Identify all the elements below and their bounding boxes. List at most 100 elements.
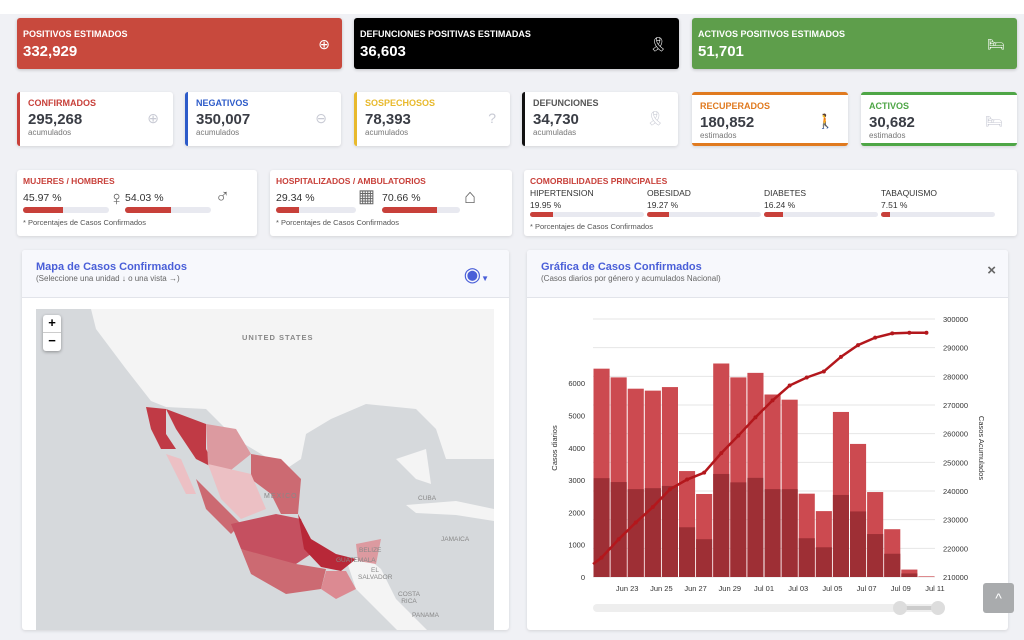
bar-dark[interactable] bbox=[850, 511, 867, 577]
stat-card-value: 350,007 bbox=[196, 111, 251, 128]
minus-circle-icon: ⊖ bbox=[315, 110, 327, 126]
cumulative-point[interactable] bbox=[821, 369, 826, 374]
state-chiapas bbox=[321, 571, 356, 599]
y2-tick-label: 290000 bbox=[943, 344, 968, 353]
top-card-title: DEFUNCIONES POSITIVAS ESTIMADAS bbox=[360, 29, 531, 39]
hospitalized-percent: 29.34 % bbox=[276, 192, 315, 204]
cumulative-point[interactable] bbox=[685, 477, 690, 482]
map-title: Mapa de Casos Confirmados bbox=[36, 261, 187, 273]
florida-land bbox=[396, 449, 431, 484]
top-card-value: 51,701 bbox=[698, 43, 744, 60]
comorbidities-card: COMORBILIDADES PRINCIPALES HIPERTENSION … bbox=[524, 170, 1017, 236]
bar-total[interactable] bbox=[918, 576, 935, 577]
comorbidity-value: 7.51 % bbox=[881, 200, 908, 210]
comorbidity-bar bbox=[530, 212, 644, 217]
cumulative-point[interactable] bbox=[667, 487, 672, 492]
cumulative-point[interactable] bbox=[873, 335, 878, 340]
bar-dark[interactable] bbox=[764, 489, 781, 577]
cumulative-point[interactable] bbox=[838, 354, 843, 359]
bar-dark[interactable] bbox=[832, 494, 849, 577]
hospitalized-bar bbox=[276, 207, 356, 213]
bar-dark[interactable] bbox=[798, 538, 815, 577]
cumulative-point[interactable] bbox=[804, 375, 809, 380]
cumulative-point[interactable] bbox=[736, 433, 741, 438]
label-panama: PANAMA bbox=[412, 612, 439, 619]
bar-dark[interactable] bbox=[747, 477, 764, 577]
top-card-title: POSITIVOS ESTIMADOS bbox=[23, 29, 128, 39]
cumulative-point[interactable] bbox=[856, 343, 861, 348]
zoom-control: + − bbox=[43, 315, 61, 351]
label-belize: BELIZE bbox=[359, 547, 382, 554]
label-mexico: MEXICO bbox=[264, 493, 298, 500]
cumulative-point[interactable] bbox=[599, 555, 604, 560]
close-button[interactable]: × bbox=[987, 262, 996, 279]
chevron-up-icon: ^ bbox=[995, 590, 1002, 606]
state-sonora bbox=[166, 409, 216, 469]
x-tick-label: Jul 03 bbox=[788, 584, 808, 593]
caret-down-icon: ▼ bbox=[481, 274, 489, 283]
y2-tick-label: 250000 bbox=[943, 458, 968, 467]
range-slider-track[interactable] bbox=[593, 604, 945, 612]
stat-card-title: CONFIRMADOS bbox=[28, 98, 96, 108]
bed-icon: 🛏 bbox=[985, 113, 1003, 129]
bar-total[interactable] bbox=[901, 569, 918, 577]
bar-dark[interactable] bbox=[610, 482, 627, 577]
cumulative-point[interactable] bbox=[924, 330, 929, 335]
y2-tick-label: 230000 bbox=[943, 516, 968, 525]
range-slider-selection[interactable] bbox=[900, 606, 940, 610]
cumulative-point[interactable] bbox=[719, 451, 724, 456]
stat-card-subtitle: estimados bbox=[700, 131, 737, 140]
cumulative-point[interactable] bbox=[890, 331, 895, 336]
eye-icon: ◉ bbox=[463, 264, 482, 286]
bar-dark[interactable] bbox=[884, 553, 901, 577]
comorbidity-label: TABAQUISMO bbox=[881, 188, 938, 198]
stat-card: CONFIRMADOS 295,268 acumulados ⊕ bbox=[17, 92, 173, 146]
scroll-to-top-button[interactable]: ^ bbox=[983, 583, 1014, 613]
y2-tick-label: 260000 bbox=[943, 430, 968, 439]
bar-dark[interactable] bbox=[679, 527, 696, 577]
y2-tick-label: 220000 bbox=[943, 544, 968, 553]
cuba-land bbox=[406, 501, 494, 521]
y2-tick-label: 210000 bbox=[943, 573, 968, 582]
bar-dark[interactable] bbox=[696, 539, 713, 577]
cumulative-point[interactable] bbox=[650, 505, 655, 510]
cumulative-point[interactable] bbox=[633, 520, 638, 525]
view-selector-button[interactable]: ◉▼ bbox=[464, 262, 489, 287]
stat-card-title: NEGATIVOS bbox=[196, 98, 249, 108]
x-tick-label: Jun 23 bbox=[616, 584, 639, 593]
plus-circle-icon: ⊕ bbox=[147, 110, 159, 126]
chart-panel-header: Gráfica de Casos Confirmados (Casos diar… bbox=[527, 250, 1008, 298]
cumulative-point[interactable] bbox=[753, 415, 758, 420]
bar-dark[interactable] bbox=[627, 489, 644, 577]
range-slider-handle-right[interactable] bbox=[931, 601, 945, 615]
women-percent: 45.97 % bbox=[23, 192, 62, 204]
state-veracruz-tabasco bbox=[298, 514, 356, 571]
bar-dark[interactable] bbox=[713, 473, 730, 577]
footnote: * Porcentajes de Casos Confirmados bbox=[276, 218, 399, 227]
cumulative-point[interactable] bbox=[770, 398, 775, 403]
x-tick-label: Jul 11 bbox=[925, 584, 944, 593]
cumulative-point[interactable] bbox=[787, 383, 792, 388]
y-axis-label: Casos diarios bbox=[550, 425, 559, 471]
comorbidity-value: 16.24 % bbox=[764, 200, 796, 210]
top-card-value: 36,603 bbox=[360, 43, 406, 60]
bar-dark[interactable] bbox=[781, 489, 798, 577]
bar-dark[interactable] bbox=[661, 485, 678, 577]
y-tick-label: 4000 bbox=[568, 444, 585, 453]
zoom-out-button[interactable]: − bbox=[48, 333, 56, 348]
bar-dark[interactable] bbox=[867, 534, 884, 577]
bar-dark[interactable] bbox=[901, 573, 918, 577]
stat-card-subtitle: acumulados bbox=[28, 128, 72, 137]
map[interactable]: UNITED STATES MEXICO CUBA JAMAICA BELIZE… bbox=[36, 309, 494, 630]
cumulative-point[interactable] bbox=[616, 537, 621, 542]
bar-dark[interactable] bbox=[730, 482, 747, 577]
cumulative-point[interactable] bbox=[702, 470, 707, 475]
zoom-in-button[interactable]: + bbox=[43, 315, 61, 333]
map-panel-header: Mapa de Casos Confirmados (Seleccione un… bbox=[22, 250, 509, 298]
cumulative-point[interactable] bbox=[907, 330, 912, 335]
top-bar bbox=[0, 0, 1024, 14]
state-durango-zacatecas bbox=[208, 464, 266, 519]
range-slider-handle-left[interactable] bbox=[893, 601, 907, 615]
bar-dark[interactable] bbox=[815, 547, 832, 577]
stat-card: NEGATIVOS 350,007 acumulados ⊖ bbox=[185, 92, 341, 146]
